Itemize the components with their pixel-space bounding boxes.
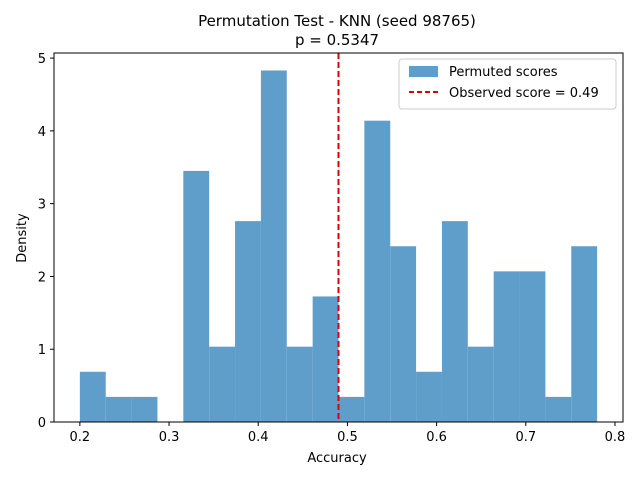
legend: Permuted scores Observed score = 0.49 [398,58,617,110]
histogram-bar [79,371,106,422]
histogram-bar [260,70,287,422]
plot-frame [53,52,624,423]
y-axis-label: Density [15,213,30,263]
legend-box [398,58,617,110]
histogram-bar [312,296,339,422]
histogram-bars [79,70,598,422]
histogram-bar [338,396,365,422]
histogram-bar [416,371,442,422]
histogram-bar [545,396,572,422]
histogram-bar [209,346,236,422]
x-axis-ticks: 0.2 0.3 0.4 0.5 0.6 0.7 0.8 [70,422,626,445]
histogram-bar [571,246,598,422]
histogram-bar [183,170,210,422]
x-tick-label: 0.5 [337,430,358,445]
histogram-bar [235,221,261,422]
histogram-bar [364,120,391,422]
y-tick-label: 5 [38,52,46,67]
x-tick-label: 0.7 [515,430,536,445]
histogram-bar [105,396,132,422]
y-axis-ticks: 0 1 2 3 4 5 [38,52,54,431]
histogram-bar [131,396,158,422]
legend-label-permuted: Permuted scores [449,65,558,80]
x-tick-label: 0.8 [605,430,626,445]
y-tick-label: 3 [38,198,46,213]
histogram-bar [467,346,494,422]
x-tick-label: 0.3 [159,430,180,445]
x-tick-label: 0.4 [248,430,269,445]
histogram-bar [441,221,468,422]
histogram-bar [493,271,520,422]
chart-title: Permutation Test - KNN (seed 98765) [198,12,476,30]
x-tick-label: 0.2 [70,430,91,445]
legend-label-observed: Observed score = 0.49 [449,86,599,101]
histogram-bar [519,271,546,422]
y-tick-label: 4 [38,125,46,140]
y-tick-label: 0 [38,416,46,431]
x-tick-label: 0.6 [426,430,447,445]
y-tick-label: 1 [38,343,46,358]
y-tick-label: 2 [38,270,46,285]
histogram-bar [286,346,313,422]
histogram-bar [390,246,417,422]
x-axis-label: Accuracy [307,451,367,466]
chart-subtitle: p = 0.5347 [295,31,379,49]
legend-swatch-permuted [409,66,438,77]
